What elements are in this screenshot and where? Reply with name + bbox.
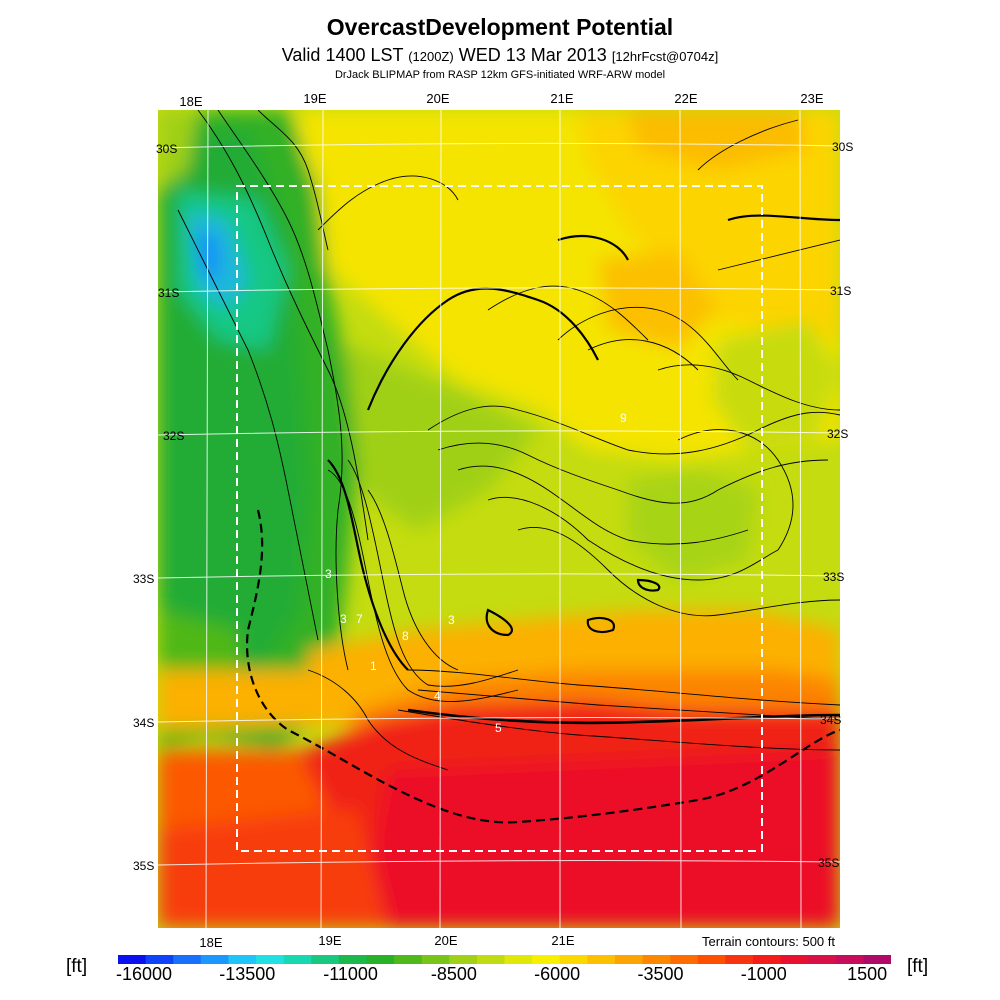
- contour-label: 7: [356, 612, 363, 626]
- color-scale-bar: [118, 955, 891, 964]
- contour-label: 5: [495, 721, 502, 735]
- lat-label-right: 33S: [823, 570, 845, 584]
- lat-label-left: 33S: [133, 572, 155, 586]
- contour-label: 9: [620, 411, 627, 425]
- color-swatch: [311, 955, 340, 964]
- color-swatch: [228, 955, 257, 964]
- color-swatch: [697, 955, 726, 964]
- color-swatch: [200, 955, 230, 964]
- color-scale-tick-label: -1000: [740, 964, 787, 984]
- color-swatch: [421, 955, 450, 964]
- color-scale-tick-label: 1500: [847, 964, 888, 984]
- color-swatch: [642, 955, 671, 964]
- color-swatch: [476, 955, 506, 964]
- color-swatch: [283, 955, 312, 964]
- contour-label: 3: [325, 567, 332, 581]
- unit-label-right: [ft]: [907, 956, 929, 977]
- model-credit: DrJack BLIPMAP from RASP 12km GFS-initia…: [334, 69, 666, 81]
- unit-label-left: [ft]: [66, 956, 88, 977]
- terrain-contours: [177, 110, 840, 771]
- color-scale-tick-label: -3500: [637, 964, 684, 984]
- forecast-map: 3 3 7 1 8 3 4 5 9: [158, 110, 840, 928]
- lon-label-top: 23E: [800, 91, 824, 106]
- valid-prefix: Valid 1400 LST: [281, 45, 404, 65]
- chart-title: OvercastDevelopment Potential: [326, 14, 674, 40]
- contour-label: 3: [340, 612, 347, 626]
- lon-label-bottom: 21E: [551, 933, 575, 948]
- color-swatch: [173, 955, 202, 964]
- color-scale-tick-label: -11000: [323, 964, 378, 984]
- color-swatch: [338, 955, 368, 964]
- forecast-info: [12hrFcst@0704z]: [611, 49, 719, 64]
- color-swatch: [256, 955, 285, 964]
- valid-time-line: Valid 1400 LST (1200Z) WED 13 Mar 2013 […: [0, 45, 1000, 66]
- terrain-contour-note: Terrain contours: 500 ft: [702, 934, 835, 949]
- color-swatch: [504, 955, 533, 964]
- lon-label-top: 22E: [674, 91, 698, 106]
- color-scale-tick-label: -16000: [115, 964, 173, 984]
- lat-lon-grid: [158, 110, 840, 928]
- lon-label-top: 20E: [426, 91, 450, 106]
- lat-label-right: 35S: [818, 856, 840, 870]
- color-swatch: [835, 955, 864, 964]
- color-scale-tick-label: -6000: [534, 964, 581, 984]
- lon-label-bottom: 18E: [199, 935, 223, 950]
- lon-label-bottom: 19E: [318, 933, 342, 948]
- valid-date: WED 13 Mar 2013: [458, 45, 607, 65]
- lat-label-left: 32S: [163, 429, 185, 443]
- lat-label-right: 32S: [827, 427, 849, 441]
- color-swatch: [752, 955, 782, 964]
- color-swatch: [614, 955, 644, 964]
- contour-label: 1: [370, 659, 377, 673]
- color-scale-tick-label: -13500: [219, 964, 276, 984]
- lat-label-left: 35S: [133, 859, 155, 873]
- color-swatch: [780, 955, 809, 964]
- lat-label-left: 31S: [158, 286, 180, 300]
- lon-label-top: 18E: [179, 94, 203, 109]
- lon-label-bottom: 20E: [434, 933, 458, 948]
- color-swatch: [449, 955, 478, 964]
- color-scale-tick-label: -8500: [430, 964, 477, 984]
- lon-label-top: 19E: [303, 91, 327, 106]
- color-swatch: [118, 955, 147, 964]
- color-swatch: [145, 955, 174, 964]
- lat-label-right: 30S: [832, 140, 854, 154]
- color-swatch: [670, 955, 699, 964]
- color-swatch: [559, 955, 588, 964]
- color-swatch: [725, 955, 754, 964]
- contour-label: 8: [402, 629, 409, 643]
- color-swatch: [366, 955, 395, 964]
- valid-utc: (1200Z): [408, 49, 454, 64]
- lat-label-right: 34S: [820, 713, 842, 727]
- color-swatch: [863, 955, 891, 964]
- lat-label-left: 30S: [156, 142, 178, 156]
- color-swatch: [587, 955, 616, 964]
- color-swatch: [808, 955, 837, 964]
- lat-label-left: 34S: [133, 716, 155, 730]
- color-swatch: [394, 955, 423, 964]
- lon-label-top: 21E: [550, 91, 574, 106]
- contour-label: 4: [434, 689, 441, 703]
- contour-label: 3: [448, 613, 455, 627]
- color-swatch: [532, 955, 561, 964]
- inner-domain-box: [236, 185, 763, 852]
- contour-labels: 3 3 7 1 8 3 4 5 9: [325, 411, 627, 735]
- lat-label-right: 31S: [830, 284, 852, 298]
